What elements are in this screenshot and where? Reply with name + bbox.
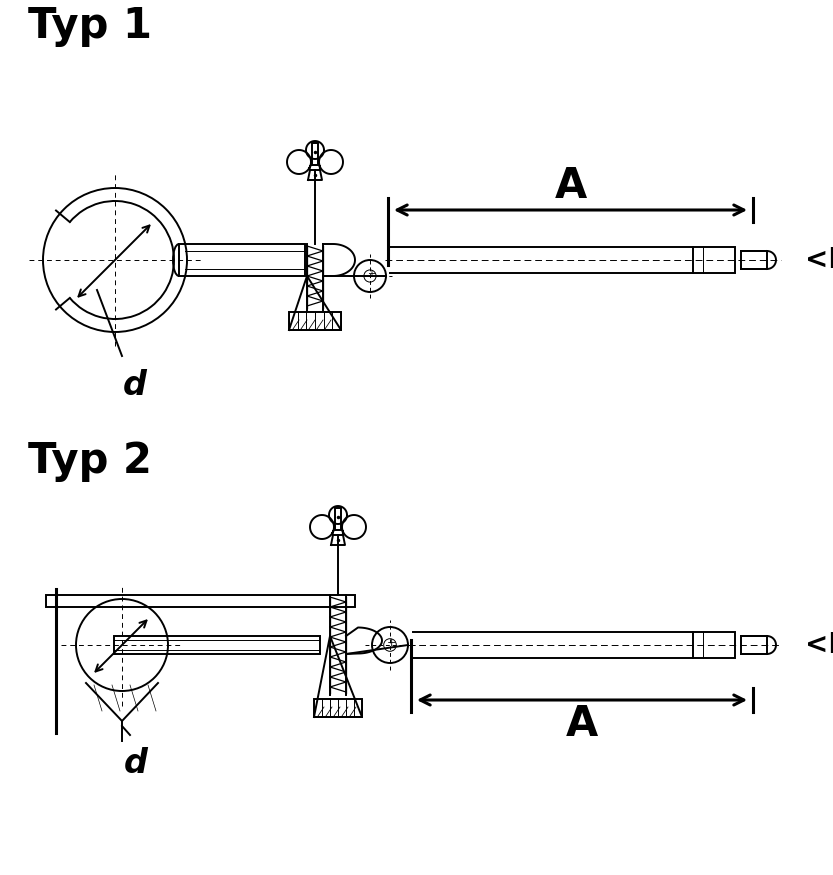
Text: Typ 2: Typ 2 [28,440,152,482]
Text: <D: <D [805,246,833,274]
Text: +: + [367,269,375,279]
Bar [741,251,767,269]
Bar [314,699,362,717]
Text: +: + [387,638,396,648]
Bar [312,143,318,165]
Bar [741,636,767,654]
Text: Typ 1: Typ 1 [28,5,152,47]
Bar [335,508,341,530]
Text: A: A [566,703,598,745]
Text: d: d [124,747,148,780]
Bar [693,632,735,658]
Bar [114,636,320,654]
Bar [179,244,305,276]
Text: <D: <D [805,631,833,659]
Bar [46,595,355,607]
Text: A: A [555,165,586,207]
Bar [289,312,341,330]
Text: d: d [123,369,147,402]
Bar [693,247,735,273]
